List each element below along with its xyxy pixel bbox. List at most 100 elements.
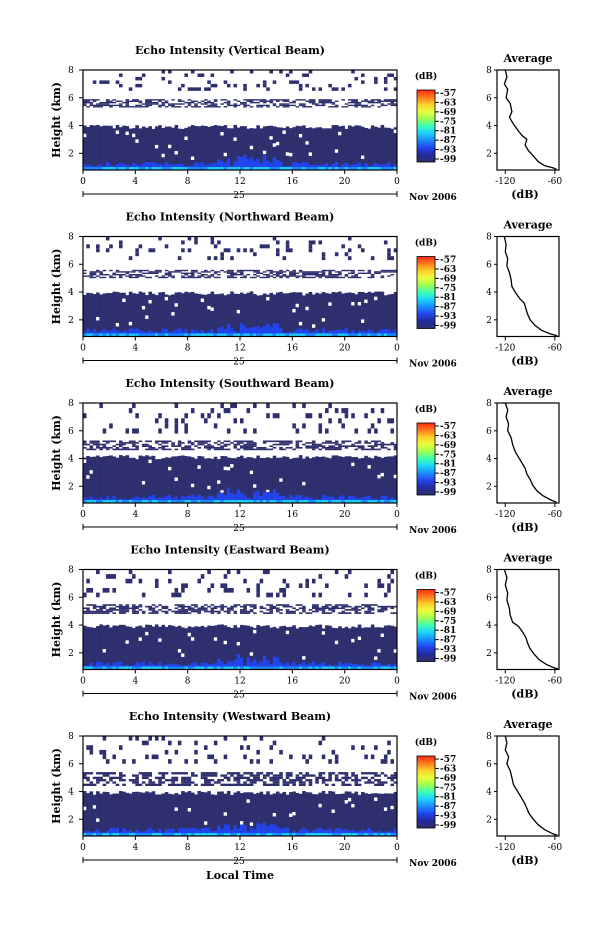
heatmap-cell [207,413,211,419]
heatmap-cell [383,495,388,503]
heatmap-cell [223,80,228,84]
heatmap-cell [138,605,143,608]
heatmap-cell [184,276,188,279]
heatmap-cell [128,736,133,741]
x-tick-label: 0 [394,510,400,520]
heatmap-cell [383,76,388,81]
heatmap-cell [148,100,152,102]
heatmap-cell [364,455,368,503]
heatmap-gap [125,131,130,136]
heatmap-cell [253,167,257,170]
heatmap-cell [177,772,182,775]
heatmap-cell [341,293,345,337]
heatmap-cell [151,791,156,836]
heatmap-cell [102,276,107,279]
heatmap-cell [318,574,323,579]
heatmap-cell [246,604,251,606]
heatmap-cell [361,448,365,451]
heatmap-cell [187,626,192,670]
heatmap-cell [259,333,264,337]
heatmap-cell [328,442,332,444]
heatmap-cell [220,605,224,608]
heatmap-cell [256,272,260,274]
heatmap-cell [325,128,329,170]
heatmap-cell [226,104,231,107]
heatmap-cell [370,274,375,276]
heatmap-cell [243,781,247,784]
heatmap-cell [164,440,169,443]
heatmap-cell [370,448,375,451]
heatmap-cell [249,779,254,782]
heatmap-cell [390,605,395,608]
heatmap-cell [213,442,218,444]
heatmap-cell [364,627,368,670]
heatmap-cell [351,607,355,610]
heatmap-cell [177,783,182,786]
heatmap-cell [295,666,300,670]
heatmap-cell [164,605,169,608]
heatmap-cell [213,83,218,88]
heatmap-cell [200,833,205,836]
heatmap-cell [325,612,329,614]
heatmap-cell [138,609,143,611]
heatmap-cell [184,666,188,670]
heatmap-cell [122,791,126,836]
heatmap-cell [102,446,107,449]
heatmap-gap [285,630,290,635]
heatmap-cell [105,610,110,613]
heatmap-cell [321,256,326,261]
heatmap-cell [181,779,185,782]
heatmap-cell [325,408,329,414]
heatmap-cell [210,104,215,107]
heatmap-cell [226,333,231,337]
panel-title: Echo Intensity (Eastward Beam) [130,544,329,557]
heatmap-cell [236,627,241,670]
heatmap-cell [367,445,372,447]
heatmap-cell [194,666,198,670]
heatmap-cell [210,329,215,337]
heatmap-cell [213,781,218,784]
heatmap-cell [354,609,359,611]
heatmap-cell [230,666,234,670]
heatmap-cell [298,793,303,836]
heatmap-cell [390,99,395,101]
heatmap-cell [102,783,107,786]
heatmap-cell [364,104,368,107]
heatmap-cell [325,604,329,606]
heatmap-cell [311,578,316,584]
heatmap-cell [289,612,293,614]
heatmap-cell [102,605,107,608]
heatmap-cell [109,610,113,613]
heatmap-cell [285,442,290,444]
heatmap-cell [325,167,329,170]
heatmap-cell [370,445,375,447]
heatmap-cell [361,292,365,337]
heatmap-cell [148,774,152,777]
heatmap-cell [132,329,136,337]
average-frame [496,568,560,671]
heatmap-cell [246,457,251,503]
heatmap-cell [275,628,280,670]
heatmap-cell [141,500,146,503]
heatmap-cell [370,440,375,443]
heatmap-cell [380,607,385,610]
heatmap-cell [128,448,133,451]
heatmap-cell [102,333,107,337]
heatmap-cell [266,244,270,249]
heatmap-cell [217,448,221,451]
heatmap-cell [164,276,169,279]
heatmap-cell [210,612,215,614]
heatmap-cell [148,456,152,503]
heatmap-cell [164,100,169,102]
heatmap-cell [246,500,251,503]
heatmap-cell [154,272,159,274]
heatmap-cell [112,609,117,611]
heatmap-cell [354,779,359,782]
heatmap-cell [99,833,103,836]
heatmap-cell [181,610,185,613]
heatmap-cell [387,167,391,170]
heatmap-cell [92,329,97,337]
heatmap-cell [210,269,215,272]
heatmap-cell [168,779,172,782]
heatmap-cell [334,666,339,670]
